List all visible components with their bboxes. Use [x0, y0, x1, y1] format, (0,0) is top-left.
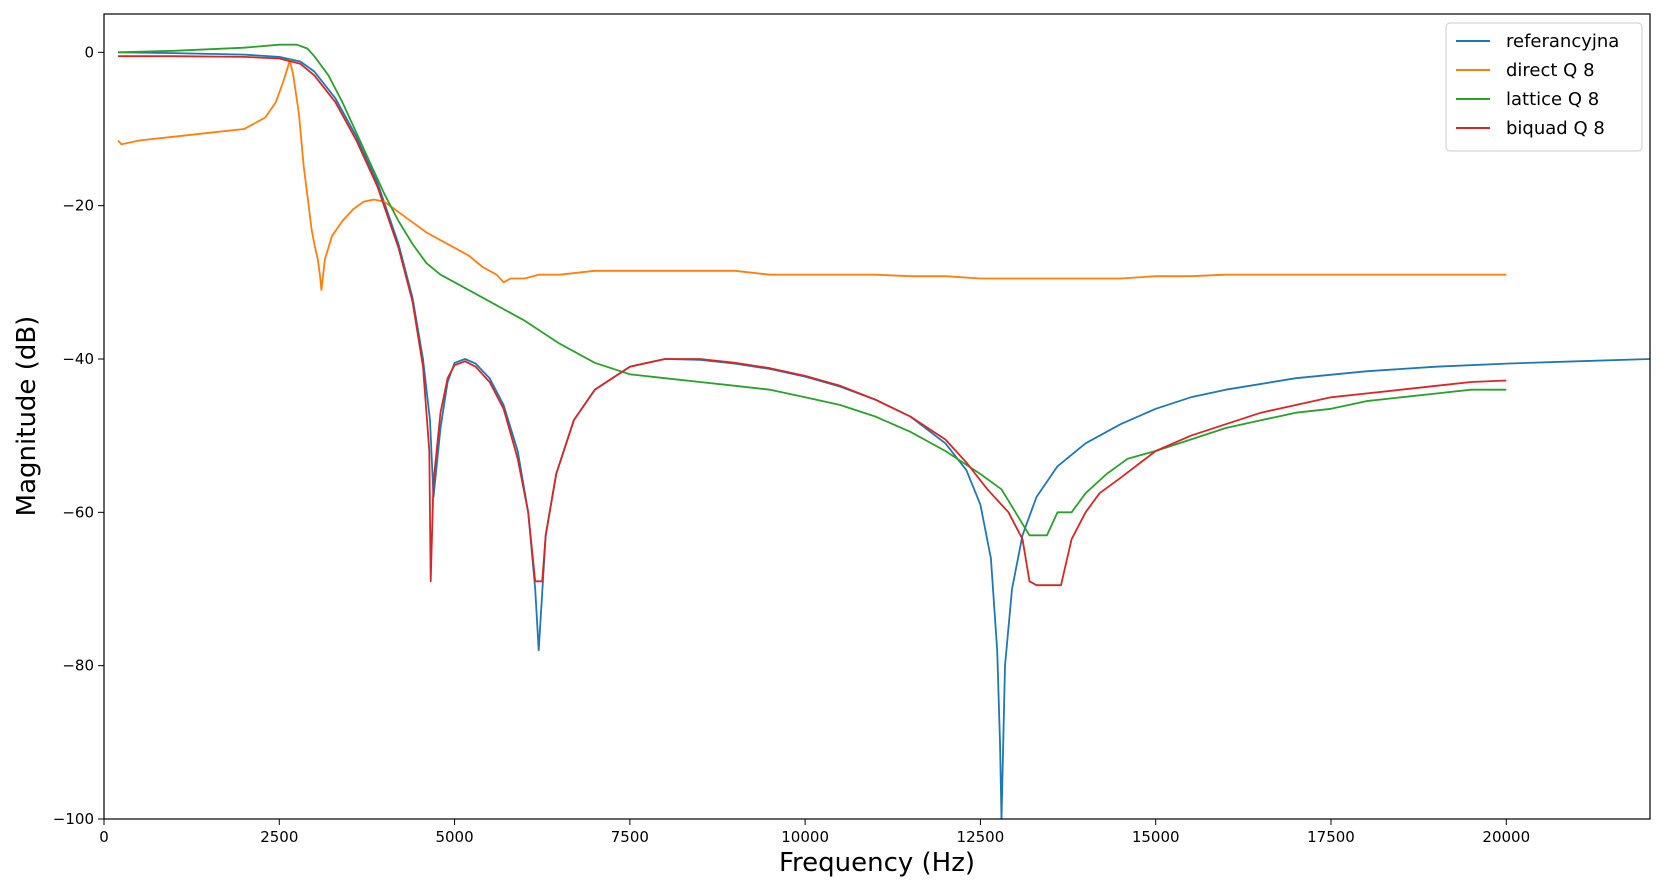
legend-entry: biquad Q 8 — [1506, 118, 1605, 139]
series-line-3 — [118, 55, 1507, 587]
legend-box — [1445, 22, 1643, 152]
x-tick-label: 15000 — [1132, 828, 1180, 846]
series-line-2 — [117, 43, 1507, 537]
y-axis: 0 −20 −40 −60 −80 −100 — [53, 43, 104, 828]
x-tick-label: 20000 — [1482, 828, 1530, 846]
y-tick-label: −40 — [62, 350, 94, 368]
legend: referancyjna direct Q 8 lattice Q 8 biquad … — [1445, 22, 1643, 152]
y-tick-label: −80 — [62, 657, 94, 675]
y-axis-label: Magnitude (dB) — [12, 316, 42, 517]
x-tick-label: 5000 — [435, 828, 473, 846]
legend-entry: referancyjna — [1506, 31, 1619, 52]
x-axis-label: Frequency (Hz) — [779, 848, 975, 878]
series-line-1 — [117, 59, 1507, 291]
x-tick-label: 7500 — [611, 828, 649, 846]
plot-frame — [103, 13, 1651, 820]
legend-entry: lattice Q 8 — [1506, 89, 1599, 110]
x-axis: 0 2500 5000 7500 10000 12500 15000 17500 20000 — [99, 819, 1530, 846]
y-tick-label: 0 — [84, 43, 94, 61]
x-tick-label: 12500 — [957, 828, 1005, 846]
x-tick-label: 0 — [99, 828, 109, 846]
legend-entry: direct Q 8 — [1506, 60, 1595, 81]
y-tick-label: −60 — [62, 503, 94, 521]
x-tick-label: 17500 — [1307, 828, 1355, 846]
x-tick-label: 2500 — [260, 828, 298, 846]
y-tick-label: −100 — [53, 810, 94, 828]
x-tick-label: 10000 — [781, 828, 829, 846]
y-tick-label: −20 — [62, 197, 94, 215]
plot-lines — [117, 43, 1650, 819]
